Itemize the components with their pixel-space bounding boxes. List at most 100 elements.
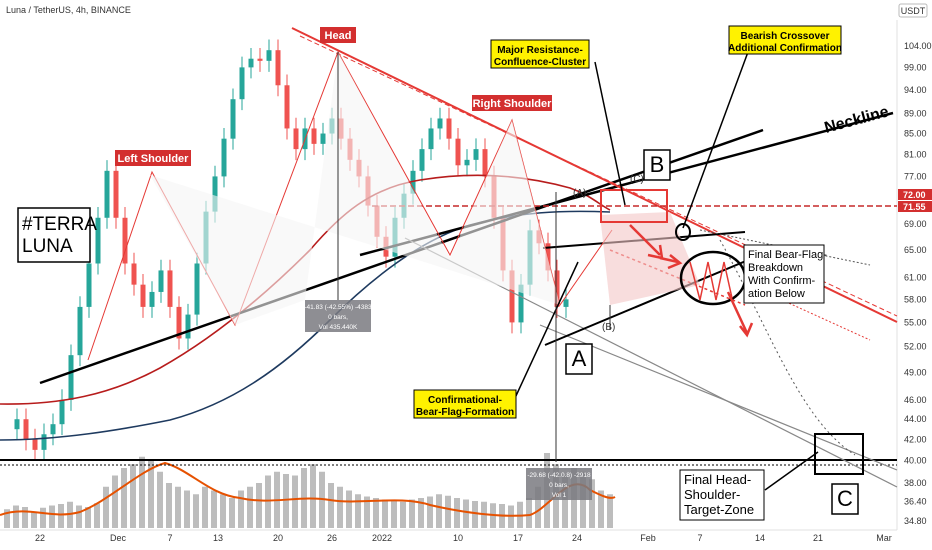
right-shoulder-label: Right Shoulder: [473, 98, 553, 110]
candle-body: [446, 118, 452, 139]
volume-bar: [328, 483, 334, 528]
arrow-down-3: [726, 291, 754, 338]
volume-bar: [364, 496, 370, 528]
volume-bar: [166, 483, 172, 528]
y-tick-label: 38.00: [904, 478, 927, 488]
channel-grey-2: [539, 324, 898, 471]
candle-body: [113, 170, 119, 218]
callout-pointer-2: [682, 51, 749, 229]
target-zone-label: Shoulder-: [684, 487, 740, 502]
head-label: Head: [325, 30, 352, 42]
neckline-1: [39, 128, 764, 385]
candle-body: [284, 85, 290, 129]
volume-bar: [94, 503, 100, 528]
candle-body: [41, 434, 47, 450]
volume-bar: [400, 501, 406, 528]
volume-bar: [49, 505, 55, 528]
price-tag-bg: [898, 189, 932, 200]
x-tick-label: 7: [697, 533, 702, 543]
final-bear-flag-label: With Confirm-: [748, 275, 816, 287]
candle-body: [149, 291, 155, 307]
currency-badge-frame[interactable]: [898, 3, 928, 18]
right-shoulder-label-bg: [472, 95, 552, 111]
volume-bar: [175, 486, 181, 528]
bearish-crossover-label: Additional Confirmation: [728, 43, 842, 54]
candle-body: [518, 284, 524, 323]
volume-bar: [409, 499, 415, 528]
y-tick-label: 36.40: [904, 496, 927, 506]
head-label-bg: [320, 27, 356, 43]
volume-bar: [373, 498, 379, 528]
candle-body: [257, 58, 263, 61]
volume-bar: [130, 464, 136, 528]
major-resistance-label: Confluence-Cluster: [494, 57, 586, 68]
wave-b-label-box: [643, 149, 671, 181]
volume-bar: [31, 511, 37, 528]
y-tick-label: 85.00: [904, 129, 927, 139]
left-shoulder-label: Left Shoulder: [118, 153, 190, 165]
final-bear-flag-label: Breakdown: [748, 262, 803, 274]
candle-body: [455, 138, 461, 166]
bear-flag-formation-label-box: [413, 389, 517, 419]
final-bear-flag-label: ation Below: [748, 288, 805, 300]
y-tick-label: 89.00: [904, 109, 927, 119]
y-tick-label: 94.00: [904, 85, 927, 95]
y-tick-label: 40.00: [904, 456, 927, 466]
volume-bar: [211, 490, 217, 528]
volume-bar: [157, 471, 163, 528]
projection-dotted: [719, 239, 856, 456]
flag-lower: [544, 252, 766, 346]
y-tick-label: 34.80: [904, 516, 927, 526]
neckline-2: [359, 111, 894, 257]
volume-bar: [112, 475, 118, 528]
terra-label: #TERRA: [22, 214, 97, 235]
final-bear-flag-label: Final Bear-Flag-: [748, 249, 827, 261]
candle-body: [158, 270, 164, 292]
volume-bar: [292, 475, 298, 528]
candle-body: [77, 306, 83, 356]
x-tick-label: 13: [213, 533, 223, 543]
candle-body: [509, 270, 515, 323]
candle-body: [194, 263, 200, 315]
price-tag-bg: [898, 201, 932, 212]
readout-1: 0 bars,: [328, 314, 348, 321]
volume-bar: [121, 468, 127, 528]
symbol-line: Luna / TetherUS, 4h, BINANCE: [6, 5, 131, 15]
currency-badge[interactable]: USDT: [901, 6, 926, 16]
bearish-crossover-label: Bearish Crossover: [741, 31, 830, 42]
candle-body: [320, 133, 326, 144]
candle-body: [68, 355, 74, 400]
volume-bar: [454, 498, 460, 528]
y-tick-label: 69.00: [904, 219, 927, 229]
x-tick-label: 24: [572, 533, 582, 543]
x-tick-label: 2022: [372, 533, 392, 543]
x-tick-label: Feb: [640, 533, 656, 543]
final-bear-flag-box: [743, 244, 825, 304]
candle-body: [563, 299, 569, 307]
x-axis-ticks: 22 Dec 7 13 20 26 2022 10 17 24 Feb 7 14 21 Mar: [35, 533, 892, 543]
volume-bar: [238, 490, 244, 528]
candle-body: [32, 439, 38, 450]
x-tick-label: 7: [167, 533, 172, 543]
volume-bar: [445, 495, 451, 528]
left-shoulder-label-bg: [115, 150, 191, 166]
volume-bar: [598, 490, 604, 528]
volume-bar: [391, 501, 397, 528]
volume-bar: [283, 474, 289, 528]
small-b-label: (B): [602, 322, 615, 333]
volume-bar: [418, 498, 424, 528]
x-tick-label: 10: [453, 533, 463, 543]
y-axis-ticks: 104.00 99.00 94.00 89.00 85.00 81.00 77.00 72.0…: [898, 41, 932, 526]
candle-body: [95, 217, 101, 264]
candle-body: [50, 424, 56, 435]
volume-bar: [436, 494, 442, 528]
wave-a-label-box: [565, 343, 593, 375]
x-tick-label: Mar: [876, 533, 892, 543]
volume-bars: [4, 453, 613, 528]
y-tick-label: 46.00: [904, 395, 927, 405]
candle-body: [275, 50, 281, 86]
major-resistance-label: Major Resistance-: [497, 45, 583, 56]
volume-bar: [427, 496, 433, 528]
candle-body: [293, 128, 299, 150]
volume-bar: [76, 505, 82, 528]
